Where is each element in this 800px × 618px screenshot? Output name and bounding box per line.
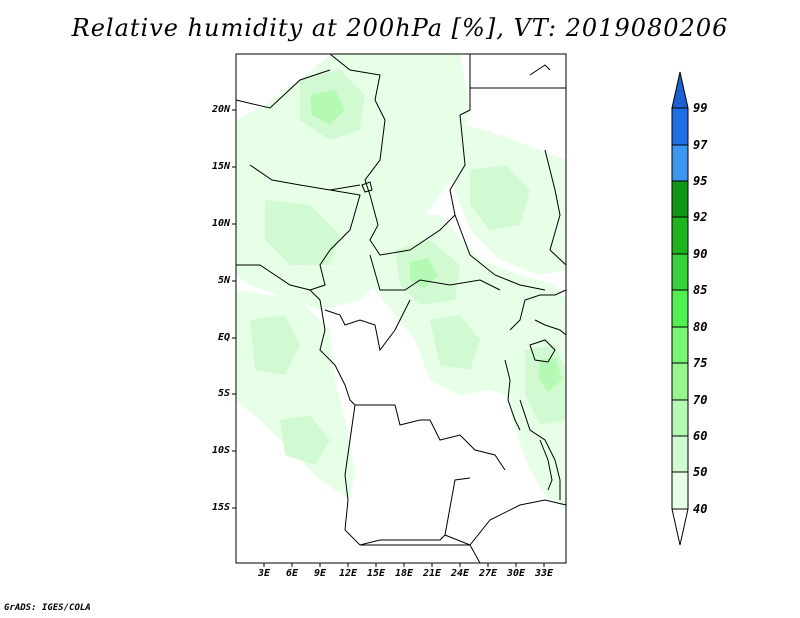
- colorbar-label-99: 99: [693, 101, 708, 115]
- colorbar-swatch-90: [671, 253, 689, 291]
- colorbar-label-85: 85: [693, 283, 708, 297]
- colorbar-swatch-75: [671, 362, 689, 401]
- lake-chad: [361, 181, 373, 193]
- border-sudan-south-sudan: [454, 214, 546, 291]
- lat-label-5s: 5S: [217, 388, 230, 399]
- colorbar-swatch-70: [671, 399, 689, 437]
- lon-label-3e: 3E: [257, 568, 271, 579]
- lon-label-12e: 12E: [338, 568, 358, 579]
- lat-ticks: [232, 109, 236, 509]
- colorbar-swatch-60: [671, 435, 689, 473]
- border-uganda-kenya: [534, 319, 567, 336]
- colorbar-swatch-85: [671, 289, 689, 328]
- map-frame: [235, 53, 567, 564]
- humidity-patch-5: [250, 315, 300, 375]
- lon-label-33e: 33E: [534, 568, 554, 579]
- humidity-patch-7: [430, 315, 480, 370]
- colorbar-label-70: 70: [693, 393, 708, 407]
- humidity-core-1: [310, 90, 345, 125]
- chart-title: Relative humidity at 200hPa [%], VT: 201…: [71, 14, 729, 42]
- humidity-core-3: [410, 258, 438, 288]
- humidity-patch-4: [470, 165, 530, 230]
- red-sea-coast: [529, 64, 551, 76]
- colorbar-label-75: 75: [693, 356, 708, 370]
- border-ethiopia: [544, 149, 567, 266]
- credit-text: GrADS: IGES/COLA: [4, 603, 91, 613]
- colorbar-label-97: 97: [693, 138, 708, 152]
- lake-tanganyika: [504, 359, 521, 431]
- colorbar-swatch-92: [671, 216, 689, 255]
- border-tanzania: [519, 399, 561, 500]
- humidity-patch-8: [280, 415, 330, 465]
- border-algeria-libya: [329, 53, 381, 101]
- lat-label-eq: EQ: [217, 332, 230, 343]
- colorbar-label-60: 60: [693, 429, 708, 443]
- colorbar-swatch-99: [671, 107, 689, 146]
- colorbar-swatch-50: [671, 471, 689, 510]
- border-drc-angola: [355, 404, 506, 471]
- lake-malawi: [539, 439, 553, 491]
- lake-victoria: [529, 339, 556, 363]
- border-zambia: [444, 499, 567, 546]
- lon-label-21e: 21E: [422, 568, 442, 579]
- colorbar-label-92: 92: [693, 210, 708, 224]
- lat-label-10s: 10S: [211, 445, 230, 456]
- lat-label-10n: 10N: [211, 218, 230, 229]
- lon-label-6e: 6E: [285, 568, 299, 579]
- border-namibia: [360, 544, 481, 564]
- lon-ticks: [263, 563, 545, 567]
- colorbar-label-50: 50: [693, 465, 708, 479]
- lon-label-18e: 18E: [394, 568, 414, 579]
- border-libya-sudan: [449, 109, 471, 216]
- lat-label-15n: 15N: [211, 161, 230, 172]
- lon-label-27e: 27E: [478, 568, 498, 579]
- colorbar-swatch-97: [671, 144, 689, 182]
- colorbar-top-arrow: [671, 71, 689, 109]
- border-chad-car: [369, 194, 456, 256]
- colorbar-label-80: 80: [693, 320, 708, 334]
- border-east-lakes: [509, 289, 567, 331]
- colorbar-swatch-95: [671, 180, 689, 218]
- border-nigeria-north: [249, 164, 361, 191]
- country-borders: [235, 53, 567, 564]
- colorbar: [671, 71, 689, 546]
- colorbar-label-95: 95: [693, 174, 708, 188]
- border-cameroon: [309, 189, 361, 291]
- border-car-congo: [369, 254, 501, 291]
- colorbar-label-40: 40: [693, 502, 708, 516]
- lon-label-15e: 15E: [366, 568, 386, 579]
- border-gabon-congo: [324, 299, 411, 352]
- lon-label-9e: 9E: [313, 568, 327, 579]
- humidity-patch-2: [265, 200, 340, 265]
- humidity-core-2: [538, 358, 562, 392]
- lon-label-30e: 30E: [506, 568, 526, 579]
- lat-label-5n: 5N: [217, 275, 230, 286]
- colorbar-label-90: 90: [693, 247, 708, 261]
- border-drc-coast: [319, 299, 356, 406]
- lon-label-24e: 24E: [450, 568, 470, 579]
- border-west-coast: [236, 264, 321, 301]
- lat-label-20n: 20N: [211, 104, 230, 115]
- lat-label-15s: 15S: [211, 502, 230, 513]
- colorbar-swatch-80: [671, 326, 689, 364]
- humidity-field: [236, 54, 566, 510]
- colorbar-bottom-arrow: [671, 508, 689, 546]
- border-niger-north: [235, 69, 331, 109]
- border-niger-chad: [364, 99, 386, 196]
